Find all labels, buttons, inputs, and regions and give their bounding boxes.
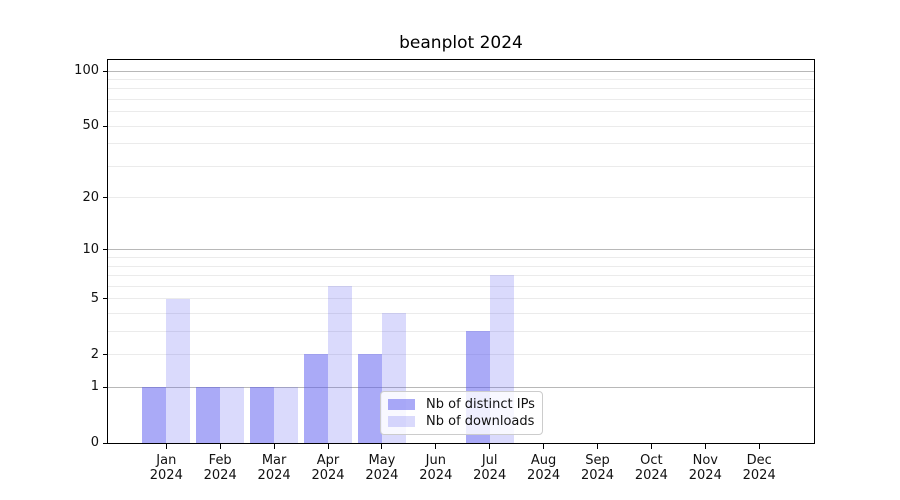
bar-nb-of-distinct-ips	[304, 354, 328, 443]
y-tick-label: 100	[74, 63, 99, 78]
y-tick-label: 1	[90, 379, 99, 395]
gridline-minor	[108, 78, 814, 80]
gridline-minor	[108, 275, 814, 277]
bar-nb-of-distinct-ips	[357, 354, 382, 443]
x-tick	[219, 444, 221, 449]
legend: Nb of distinct IPs Nb of downloads	[380, 391, 543, 435]
x-tick	[543, 444, 545, 449]
x-tick	[758, 444, 760, 449]
x-tick-label: Sep 2024	[580, 453, 615, 483]
x-tick-label: Jan 2024	[149, 453, 183, 483]
legend-swatch-downloads	[388, 416, 415, 428]
y-tick	[103, 197, 107, 199]
gridline-minor	[108, 257, 814, 259]
gridline-minor	[108, 98, 814, 100]
gridline-minor	[108, 354, 814, 356]
gridline-minor	[108, 88, 814, 90]
y-tick-label: 0	[90, 435, 99, 451]
x-tick-label: Jul 2024	[473, 453, 507, 483]
y-tick-label: 10	[82, 241, 99, 257]
gridline-major	[108, 386, 814, 388]
x-tick-label: Dec 2024	[742, 453, 776, 483]
y-tick	[103, 298, 107, 300]
legend-label-downloads: Nb of downloads	[426, 414, 535, 430]
y-tick	[103, 354, 107, 356]
y-tick-label: 50	[82, 118, 99, 134]
x-tick-label: Oct 2024	[634, 453, 668, 483]
legend-entry-downloads: Nb of downloads	[388, 414, 534, 429]
gridline-minor	[108, 125, 814, 127]
x-tick-label: Jun 2024	[419, 453, 453, 483]
x-tick-label: Nov 2024	[688, 453, 722, 483]
bar-nb-of-distinct-ips	[142, 387, 167, 443]
y-tick	[103, 70, 107, 72]
x-tick-label: May 2024	[365, 453, 399, 483]
gridline-minor	[108, 298, 814, 300]
y-tick	[103, 386, 107, 388]
x-tick	[489, 444, 491, 449]
x-tick	[327, 444, 329, 449]
gridline-minor	[108, 313, 814, 314]
gridline-minor	[108, 197, 814, 199]
gridline-minor	[108, 331, 814, 332]
x-tick	[597, 444, 598, 449]
x-tick-label: Feb 2024	[203, 453, 237, 483]
chart-title: beanplot 2024	[399, 33, 523, 53]
bar-nb-of-downloads	[274, 387, 299, 443]
y-tick-label: 20	[82, 189, 99, 205]
gridline-major	[108, 70, 814, 72]
bar-nb-of-downloads	[220, 387, 245, 443]
gridline-minor	[108, 265, 814, 267]
gridline-major	[108, 249, 814, 251]
x-tick-label: Mar 2024	[257, 453, 291, 483]
bar-nb-of-distinct-ips	[250, 387, 275, 443]
legend-entry-distinct-ips: Nb of distinct IPs	[388, 396, 535, 412]
x-tick	[435, 444, 437, 449]
gridline-minor	[108, 143, 814, 145]
bar-nb-of-distinct-ips	[196, 387, 221, 443]
x-tick	[165, 444, 167, 449]
bar-nb-of-downloads	[166, 298, 191, 443]
x-tick	[381, 444, 383, 449]
x-tick	[704, 444, 706, 449]
bar-nb-of-downloads	[328, 286, 352, 443]
y-tick-label: 2	[90, 346, 99, 362]
legend-label-distinct-ips: Nb of distinct IPs	[426, 396, 535, 412]
gridline-minor	[108, 165, 814, 167]
x-tick-label: Aug 2024	[527, 453, 561, 483]
y-tick	[103, 249, 107, 251]
gridline-minor	[108, 111, 814, 113]
legend-swatch-distinct-ips	[388, 398, 415, 410]
x-tick	[273, 444, 275, 449]
plot-area	[107, 59, 815, 444]
x-tick-label: Apr 2024	[311, 453, 345, 483]
gridline-minor	[108, 285, 814, 287]
y-tick-label: 5	[90, 290, 99, 306]
y-tick	[103, 442, 107, 444]
y-tick	[103, 125, 107, 127]
x-tick	[650, 444, 652, 449]
